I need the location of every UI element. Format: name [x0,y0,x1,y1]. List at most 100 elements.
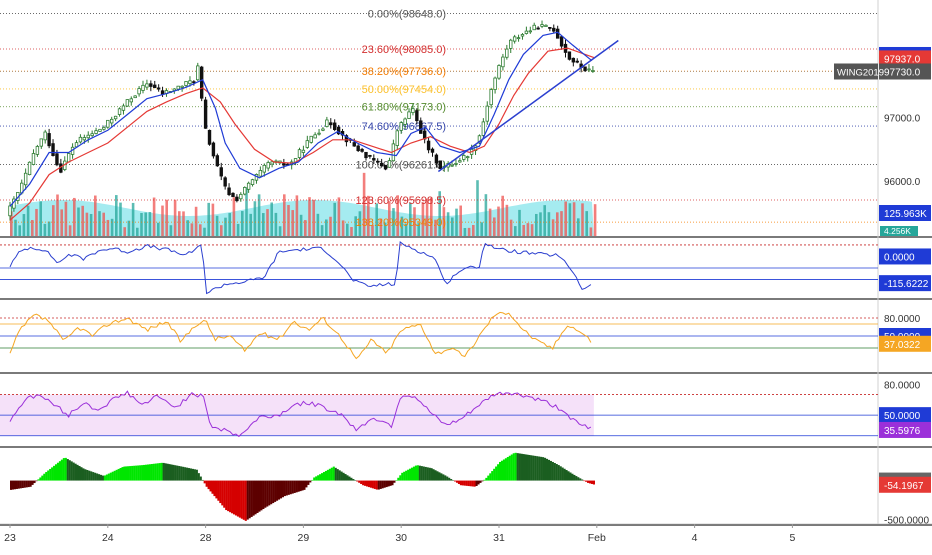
ao-bar [45,472,48,481]
rsi-axis-label: 50.0000 [879,407,931,424]
ao-bar [360,480,363,484]
ao-bar [477,480,480,485]
ao-bar [144,464,148,481]
ao-bar [563,468,566,481]
ao-bar [340,471,343,481]
svg-text:97730.0: 97730.0 [884,67,921,78]
ao-bar [49,468,52,481]
ao-bar [326,469,329,481]
volume-bar [434,219,437,236]
candle-body [532,24,536,31]
volume-bar [178,211,181,236]
svg-text:80.0000: 80.0000 [884,314,921,325]
ao-bar [103,475,106,481]
ao-bar [234,480,238,516]
ao-bar [70,461,73,481]
ao-bar [168,464,171,481]
volume-bar [442,207,446,236]
ao-bar [434,470,437,481]
volume-bar [287,204,290,236]
candle-body [203,99,208,129]
ao-bar [481,480,484,482]
volume-bar [375,203,378,236]
ao-bar [270,480,273,505]
ao-bar [426,467,429,481]
ao-bar [217,480,220,501]
volume-bar [459,205,462,236]
candle-body [415,110,419,122]
volume-bar [358,211,362,236]
volume-bar [505,204,509,236]
volume-bar [249,213,252,236]
candle-body [121,105,126,111]
ao-bar [506,456,509,481]
candle-body [399,122,403,131]
candle-body [571,57,576,63]
ao-bar [164,463,167,481]
ao-bar [11,480,15,490]
ao-bar [592,480,595,485]
volume-bar [199,224,202,236]
ao-bar [64,457,67,481]
ao-bar [365,480,369,487]
ao-bar [516,453,519,481]
ao-bar [377,480,380,490]
volume-bar [463,227,467,236]
candle-body [39,138,43,147]
ao-bar [66,459,69,481]
candle-body [587,68,591,71]
symbol-tag[interactable]: WING2019 [834,63,884,80]
candle-body [462,155,466,160]
ao-bar [569,472,572,481]
candle-body [364,151,368,159]
volume-bar [577,218,580,236]
ao-bar [577,477,580,481]
volume-bar [543,205,546,236]
ao-bar [424,466,427,481]
ao-bar [352,479,355,481]
candle-body [313,134,317,139]
ao-bar [499,461,502,481]
fib-level-label: 0.00%(98648.0) [368,8,446,20]
ao-bar [291,480,294,494]
ao-bar [438,472,441,481]
ao-bar [301,480,304,491]
volume-bar [18,225,21,236]
ao-bar [219,480,222,504]
volume-bar [417,223,420,236]
ao-bar [561,467,564,481]
volume-bar [593,204,597,236]
volume-bar [182,211,185,236]
ao-bar [305,480,308,488]
ao-bar [587,480,590,483]
volume-bar [211,203,215,236]
ao-bar [393,480,396,483]
candle-body [243,187,247,195]
ao-bar [191,468,195,481]
volume-bar [425,198,429,236]
candle-body [196,65,200,81]
ao-bar [101,475,105,481]
ao-bar [231,480,234,514]
ao-bar [467,480,470,487]
volume-bar [190,223,194,236]
ao-bar [450,479,453,481]
candle-body [188,80,192,84]
volume-bar [295,195,299,236]
volume-bar [350,227,353,236]
svg-text:WING2019: WING2019 [837,67,884,78]
ao-bar [215,480,218,499]
volume-bar [161,205,164,236]
rsi-axis-label: 80.0000 [884,380,921,391]
candle-body [156,87,161,90]
trendline[interactable] [437,39,619,173]
candle-body [110,118,114,124]
candle-body [55,153,59,166]
candle-body [552,27,556,32]
ao-bar [244,480,247,521]
ao-bar [205,480,208,487]
ao-bar [330,467,333,481]
fibonacci-retracement[interactable]: 0.00%(98648.0) 23.60%(98085.0) 38.20%(9773… [0,8,878,229]
volume-axis-label-small: 4.256K [880,226,918,236]
